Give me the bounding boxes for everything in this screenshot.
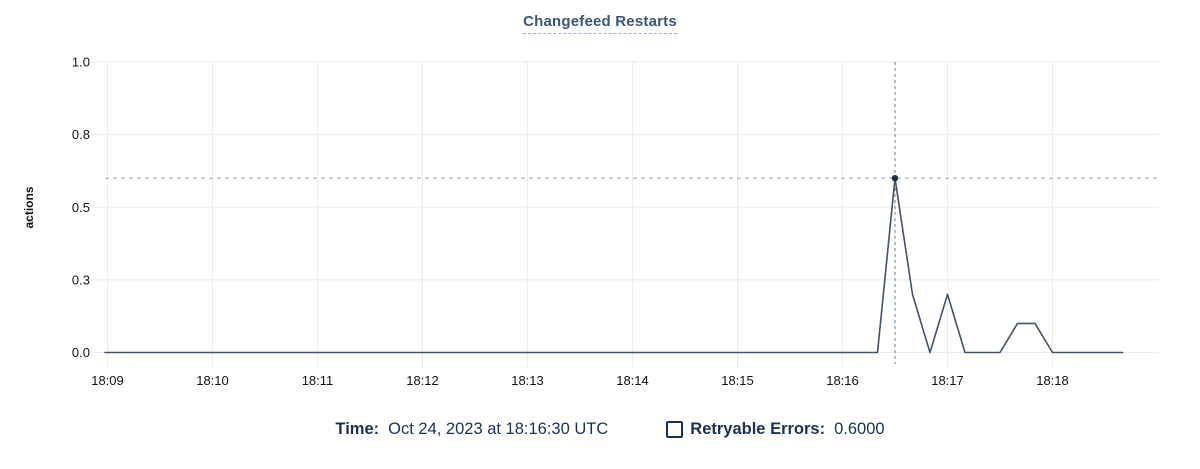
y-tick-label: 0.5 bbox=[72, 200, 90, 215]
y-tick-label: 0.0 bbox=[72, 345, 90, 360]
y-axis-label: actions bbox=[22, 186, 36, 228]
y-tick-label: 0.3 bbox=[72, 272, 90, 287]
chart-title[interactable]: Changefeed Restarts bbox=[523, 13, 677, 34]
x-tick-label: 18:17 bbox=[931, 373, 964, 388]
legend-spacer bbox=[608, 429, 666, 430]
line-chart-plot[interactable]: 0.0 0.3 0.5 0.8 1.0 18:09 18:10 18:11 18:12 18:13… bbox=[0, 0, 1200, 402]
x-tick-label: 18:13 bbox=[511, 373, 544, 388]
chart-title-row: Changefeed Restarts bbox=[0, 13, 1200, 34]
tooltip-time-value: Oct 24, 2023 at 18:16:30 UTC bbox=[388, 420, 609, 438]
x-tick-label: 18:16 bbox=[826, 373, 859, 388]
tooltip-time-label: Time: bbox=[335, 420, 380, 438]
x-tick-label: 18:11 bbox=[302, 373, 334, 388]
series-toggle-checkbox[interactable] bbox=[666, 420, 684, 438]
hover-point-dot bbox=[891, 175, 899, 182]
x-tick-label: 18:12 bbox=[406, 373, 439, 388]
x-tick-label: 18:15 bbox=[721, 373, 754, 388]
y-tick-label: 1.0 bbox=[72, 55, 90, 70]
series-line-retryable-errors bbox=[104, 177, 1124, 354]
chart-legend: Time: Oct 24, 2023 at 18:16:30 UTC Retry… bbox=[10, 418, 1200, 440]
legend-series-value: 0.6000 bbox=[834, 420, 885, 438]
x-tick-label: 18:10 bbox=[196, 373, 229, 388]
y-tick-label: 0.8 bbox=[72, 127, 90, 142]
x-tick-label: 18:14 bbox=[616, 373, 649, 388]
x-tick-label: 18:09 bbox=[91, 373, 124, 388]
legend-series-label[interactable]: Retryable Errors: bbox=[690, 420, 826, 438]
x-tick-label: 18:18 bbox=[1036, 373, 1069, 388]
